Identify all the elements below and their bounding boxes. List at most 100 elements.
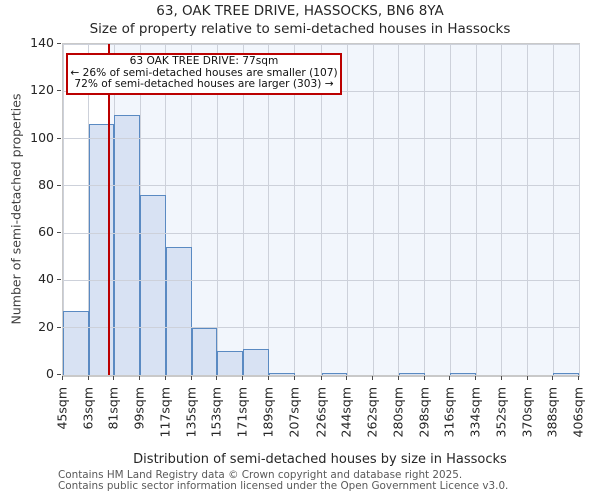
x-tick-label-text: 117sqm [157,387,173,438]
vertical-gridline [527,44,529,375]
x-tick-label-text: 63sqm [80,387,96,430]
x-tick-mark [578,376,579,380]
vertical-gridline [372,44,374,375]
x-tick-mark [552,376,554,380]
histogram-bar [88,124,115,375]
y-tick-mark [57,279,61,281]
annotation-smaller-stat: ← 26% of semi-detached houses are smalle… [70,66,338,79]
histogram-bar [140,195,166,375]
x-tick-label-text: 370sqm [519,387,535,438]
x-tick-label-text: 244sqm [338,387,354,438]
y-tick-mark [57,90,61,92]
x-tick-label-text: 135sqm [183,387,199,438]
x-tick-mark [242,376,244,380]
x-tick-mark [62,376,63,380]
vertical-gridline [321,44,323,375]
x-tick-label-text: 171sqm [234,387,250,438]
y-tick-label: 80 [38,176,54,192]
x-tick-label-text: 81sqm [105,387,121,430]
plot-area: 63 OAK TREE DRIVE: 77sqm ← 26% of semi-d… [62,43,580,377]
y-tick-label: 40 [38,271,54,287]
x-tick-label-text: 334sqm [467,387,483,438]
x-tick-mark [87,376,89,380]
x-tick-label-text: 388sqm [544,387,560,438]
y-tick-mark [57,43,61,44]
vertical-gridline [424,44,426,375]
x-tick-mark [475,376,477,380]
x-tick-mark [500,376,502,380]
x-tick-mark [320,376,322,380]
y-tick-mark [57,374,61,375]
y-tick-label: 0 [46,366,54,381]
vertical-gridline [165,44,167,375]
histogram-bar [553,372,579,375]
vertical-gridline [294,44,296,375]
x-tick-label-text: 316sqm [441,387,457,438]
vertical-gridline [268,44,270,375]
vertical-gridline [578,44,580,375]
x-tick-label-text: 45sqm [54,387,70,430]
chart-subtitle: Size of property relative to semi-detach… [89,21,511,37]
vertical-gridline [501,44,503,375]
x-tick-mark [113,376,115,380]
histogram-bar [321,372,348,375]
chart-title: 63, OAK TREE DRIVE, HASSOCKS, BN6 8YA [156,3,444,19]
vertical-gridline [216,44,218,375]
histogram-bar [450,372,477,375]
annotation-box: 63 OAK TREE DRIVE: 77sqm ← 26% of semi-d… [66,53,342,95]
histogram-bar [268,372,295,375]
y-tick-mark [57,184,61,186]
vertical-gridline [475,44,477,375]
vertical-gridline [191,44,193,375]
vertical-gridline [449,44,451,375]
x-tick-mark [164,376,166,380]
vertical-gridline [552,44,554,375]
horizontal-gridline [63,327,579,329]
x-tick-mark [526,376,528,380]
y-tick-mark [57,326,61,328]
histogram-bar [191,327,218,375]
histogram-bar [243,348,269,375]
x-tick-label-text: 207sqm [286,387,302,438]
y-tick-label: 100 [30,129,54,145]
horizontal-gridline [63,43,579,45]
y-tick-label: 60 [38,224,54,240]
x-axis-title: Distribution of semi-detached houses by … [133,452,507,467]
x-tick-mark [449,376,451,380]
y-tick-label: 20 [38,318,54,334]
histogram-bar [217,351,244,375]
vertical-gridline [346,44,348,375]
x-tick-label-text: 298sqm [416,387,432,438]
x-tick-label-text: 226sqm [313,387,329,438]
x-tick-mark [372,376,374,380]
y-tick-label: 140 [30,35,54,50]
x-tick-mark [423,376,425,380]
x-tick-label-text: 99sqm [131,387,147,430]
vertical-gridline [62,44,64,375]
x-tick-label-text: 189sqm [260,387,276,438]
horizontal-gridline [63,185,579,187]
x-tick-label-text: 153sqm [208,387,224,438]
x-tick-mark [216,376,218,380]
histogram-bar [114,114,141,375]
x-tick-label-text: 406sqm [570,387,586,438]
horizontal-gridline [63,279,579,281]
horizontal-gridline [63,232,579,234]
x-tick-mark [139,376,141,380]
x-tick-label-text: 352sqm [493,387,509,438]
x-tick-label-text: 280sqm [390,387,406,438]
histogram-bar [63,311,89,375]
attribution-footer: Contains HM Land Registry data © Crown c… [58,469,508,492]
y-tick-mark [57,137,61,139]
histogram-bar [398,372,425,375]
y-tick-label: 120 [30,82,54,98]
x-tick-mark [346,376,348,380]
x-tick-mark [397,376,399,380]
y-axis-title: Number of semi-detached properties [8,93,24,325]
annotation-address: 63 OAK TREE DRIVE: 77sqm [129,55,279,67]
vertical-gridline [242,44,244,375]
annotation-larger-stat: 72% of semi-detached houses are larger (… [74,78,334,91]
x-tick-label-text: 262sqm [364,387,380,438]
x-tick-mark [293,376,295,380]
